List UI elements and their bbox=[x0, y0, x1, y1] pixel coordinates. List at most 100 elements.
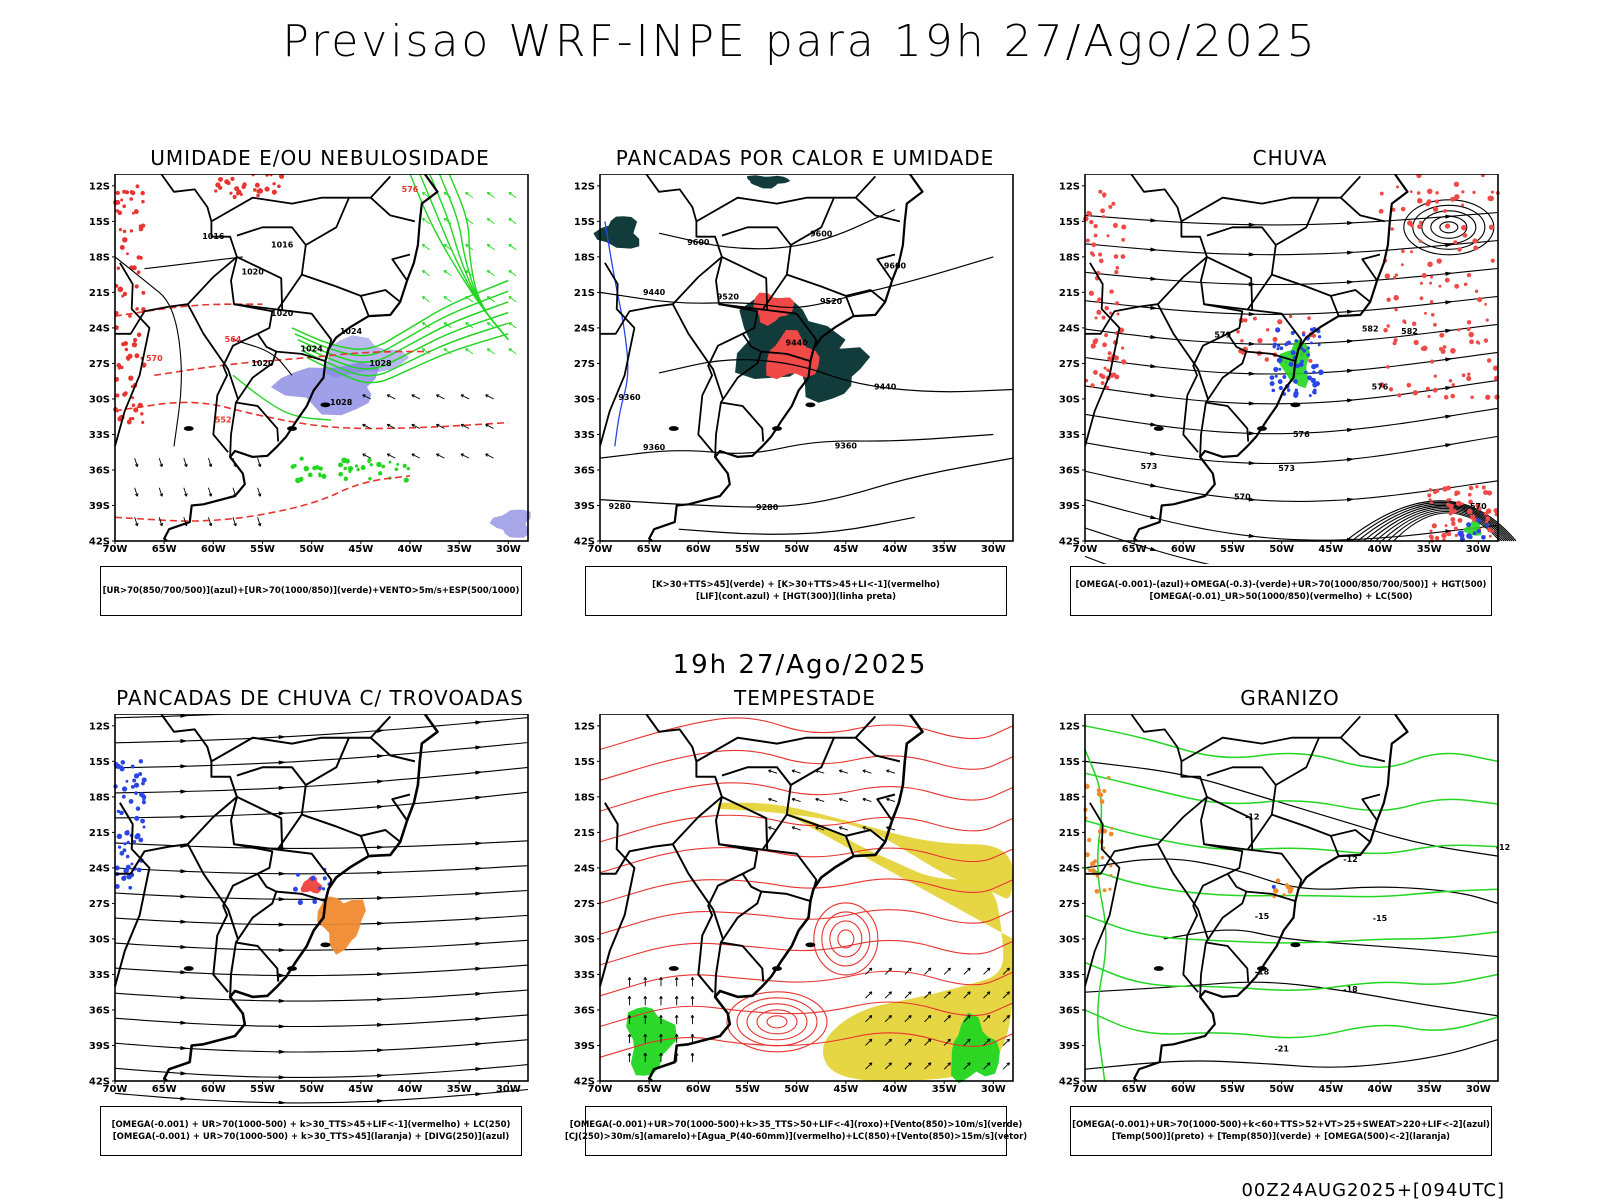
rain-blue-speck bbox=[1306, 353, 1310, 357]
height-300-contour bbox=[599, 457, 1014, 508]
wind-vector-head bbox=[485, 394, 489, 398]
country-border bbox=[359, 289, 401, 317]
wind-vector bbox=[865, 1038, 873, 1046]
rain-red-speck bbox=[1488, 224, 1495, 230]
country-border bbox=[236, 256, 284, 311]
wind-vector bbox=[422, 218, 430, 225]
contour-label: 552 bbox=[215, 416, 232, 425]
lat-label: 36S bbox=[574, 465, 595, 476]
divergence-blue-speck bbox=[136, 867, 142, 873]
wind-vector-head bbox=[465, 296, 469, 300]
wind-vector-head bbox=[134, 493, 139, 497]
streamline-arrow bbox=[1248, 431, 1257, 436]
streamline-arrow bbox=[475, 720, 483, 725]
lake bbox=[183, 426, 194, 431]
legend-line-2: [OMEGA(-0.01)_UR>50(1000/850)(vermelho) … bbox=[1149, 592, 1413, 602]
country-border bbox=[1361, 253, 1381, 282]
streamline bbox=[114, 717, 529, 744]
streamline-arrow bbox=[1248, 533, 1257, 538]
wind-vector-head bbox=[486, 322, 491, 326]
wind-vector-head bbox=[888, 1038, 892, 1043]
wind-vector-head bbox=[967, 991, 971, 995]
temp-500-contour bbox=[1084, 760, 1499, 857]
lon-label: 65W bbox=[152, 1084, 177, 1095]
legend-line-1: [OMEGA(-0.001)+UR>70(1000-500)+k<60+TTS>… bbox=[1072, 1120, 1490, 1130]
wind-vector bbox=[924, 1062, 932, 1070]
streamline-arrow bbox=[180, 714, 188, 718]
country-border bbox=[230, 796, 278, 944]
thickness-speck bbox=[126, 357, 131, 361]
divergence-blue-speck bbox=[134, 815, 140, 821]
panel-legend: [OMEGA(-0.001) + UR>70(1000-500) + k>30_… bbox=[100, 1106, 522, 1156]
panel-granizo: GRANIZO 12S 15S 18S 21S 24S 27S 30S 33S 36S 39S 42… bbox=[1050, 686, 1530, 1166]
wind-vector-head bbox=[411, 423, 415, 428]
rain-red-speck bbox=[1115, 302, 1119, 306]
rain-red-speck bbox=[1121, 346, 1125, 350]
wind-vector-head bbox=[643, 1014, 648, 1019]
humidity-lower-speck bbox=[299, 456, 304, 461]
rain-blue-speck bbox=[1286, 340, 1292, 346]
wind-vector-head bbox=[674, 996, 679, 1000]
contour-label: 1016 bbox=[271, 240, 294, 249]
omega-orange-speck bbox=[1106, 776, 1111, 780]
panel-tempestade: TEMPESTADE 12S 15S 18S 21S 24S 27S 30S 33S 36S 39… bbox=[565, 686, 1045, 1166]
divergence-blue-speck bbox=[116, 809, 121, 814]
wind-vector bbox=[487, 192, 495, 199]
rain-red-speck bbox=[1467, 492, 1472, 497]
wind-vector bbox=[924, 991, 932, 999]
rain-red-speck bbox=[1466, 376, 1472, 382]
thickness-speck bbox=[141, 290, 146, 295]
wind-vector-head bbox=[947, 967, 951, 972]
divergence-blue-speck bbox=[119, 851, 125, 856]
divergence-blue-speck bbox=[116, 833, 123, 840]
forecast-time-label: 19h 27/Ago/2025 bbox=[672, 650, 928, 680]
wind-vector-head bbox=[815, 826, 819, 830]
lon-label: 65W bbox=[1122, 544, 1147, 555]
rain-red-speck bbox=[1308, 358, 1313, 363]
lat-label: 27S bbox=[89, 359, 110, 370]
lat-label: 30S bbox=[1059, 394, 1080, 405]
rain-blue-speck bbox=[1277, 344, 1281, 348]
contour-label: 9440 bbox=[643, 288, 666, 297]
humidity-lower-speck bbox=[344, 458, 350, 464]
lat-label: 24S bbox=[89, 863, 110, 874]
wind-vector bbox=[862, 769, 872, 774]
rain-red-speck bbox=[1472, 190, 1476, 194]
height-300-contour bbox=[599, 433, 994, 459]
lake bbox=[805, 402, 816, 408]
wind-vector bbox=[465, 270, 474, 277]
contour-label: 582 bbox=[1401, 327, 1418, 336]
country-border bbox=[1206, 766, 1277, 786]
wind-vector bbox=[904, 991, 912, 999]
country-border bbox=[645, 714, 723, 798]
rain-red-speck bbox=[1490, 529, 1495, 534]
country-border bbox=[1182, 872, 1228, 993]
country-border bbox=[1246, 890, 1296, 902]
omega-orange-speck bbox=[1109, 873, 1113, 877]
wind-vector-head bbox=[815, 797, 819, 802]
lon-label: 30W bbox=[981, 1084, 1006, 1095]
rain-red-speck bbox=[1485, 508, 1492, 514]
wind-vector bbox=[436, 394, 445, 400]
rain-red-speck bbox=[1417, 224, 1423, 230]
contour-label: 9600 bbox=[810, 230, 833, 239]
contour-label: -12 bbox=[1343, 855, 1357, 864]
lake bbox=[772, 966, 782, 971]
lon-label: 65W bbox=[637, 1084, 662, 1095]
wind-vector bbox=[791, 769, 801, 774]
divergence-blue-speck bbox=[134, 834, 140, 840]
wind-vector-head bbox=[862, 769, 866, 773]
panel-legend: [OMEGA(-0.001)+UR>70(1000-500)+k<60+TTS>… bbox=[1070, 1106, 1492, 1156]
panel-legend: [K>30+TTS>45](verde) + [K>30+TTS>45+LI<-… bbox=[585, 566, 1007, 616]
divergence-blue-speck bbox=[134, 791, 138, 795]
wind-vector-head bbox=[208, 493, 213, 497]
divergence-blue-speck bbox=[125, 779, 129, 783]
wind-vector-head bbox=[986, 991, 991, 995]
rain-red-speck bbox=[1461, 373, 1466, 378]
wind-vector-head bbox=[421, 191, 426, 196]
thickness-speck bbox=[117, 366, 121, 370]
wind-vector bbox=[257, 517, 261, 527]
panel-legend: [UR>70(850/700/500)](azul)+[UR>70(1000/8… bbox=[100, 566, 522, 616]
rain-red-speck bbox=[1384, 273, 1391, 279]
rain-red-speck bbox=[1093, 223, 1098, 229]
